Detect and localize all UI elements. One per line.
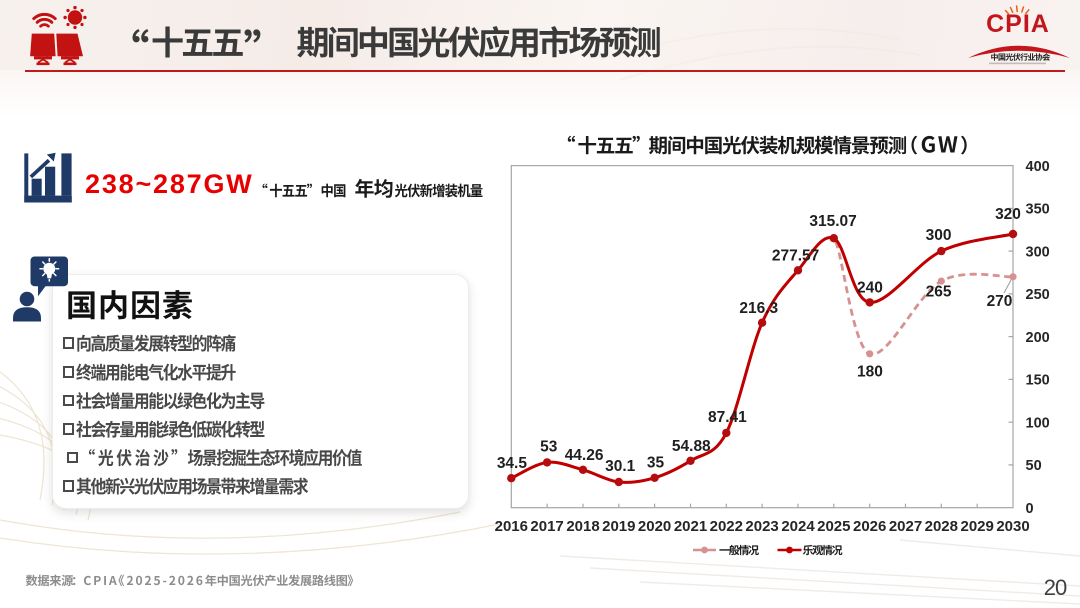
svg-text:2027: 2027	[889, 518, 922, 535]
svg-text:54.88: 54.88	[672, 438, 711, 455]
svg-text:300: 300	[926, 227, 952, 244]
svg-text:350: 350	[1026, 202, 1050, 218]
svg-text:265: 265	[926, 284, 952, 301]
svg-text:270: 270	[987, 293, 1013, 310]
svg-text:2029: 2029	[961, 518, 994, 535]
svg-text:216.3: 216.3	[739, 300, 778, 317]
svg-text:2026: 2026	[853, 518, 886, 535]
svg-text:0: 0	[1026, 501, 1034, 517]
svg-text:2016: 2016	[495, 518, 528, 535]
svg-text:53: 53	[540, 439, 558, 456]
svg-text:180: 180	[857, 364, 883, 381]
svg-text:200: 200	[1026, 330, 1050, 346]
svg-text:35: 35	[647, 455, 665, 472]
svg-text:34.5: 34.5	[497, 455, 528, 472]
svg-text:250: 250	[1026, 287, 1050, 303]
svg-text:320: 320	[995, 206, 1021, 223]
svg-text:240: 240	[857, 280, 883, 297]
svg-text:2023: 2023	[745, 518, 778, 535]
svg-text:44.26: 44.26	[565, 447, 604, 464]
svg-text:400: 400	[1026, 159, 1050, 175]
svg-text:2024: 2024	[781, 518, 815, 535]
svg-text:2020: 2020	[638, 518, 671, 535]
svg-text:2028: 2028	[925, 518, 958, 535]
svg-text:2021: 2021	[674, 518, 707, 535]
svg-text:277.57: 277.57	[772, 248, 819, 265]
svg-text:300: 300	[1026, 244, 1050, 260]
svg-text:87.41: 87.41	[708, 409, 747, 426]
svg-text:2025: 2025	[817, 518, 850, 535]
svg-text:2030: 2030	[996, 518, 1029, 535]
svg-text:2018: 2018	[566, 518, 599, 535]
svg-text:100: 100	[1026, 415, 1050, 431]
svg-text:50: 50	[1026, 458, 1042, 474]
svg-text:150: 150	[1026, 373, 1050, 389]
svg-text:30.1: 30.1	[605, 458, 636, 475]
svg-text:2019: 2019	[602, 518, 635, 535]
svg-text:2022: 2022	[710, 518, 743, 535]
svg-text:2017: 2017	[530, 518, 563, 535]
svg-text:315.07: 315.07	[809, 213, 856, 230]
